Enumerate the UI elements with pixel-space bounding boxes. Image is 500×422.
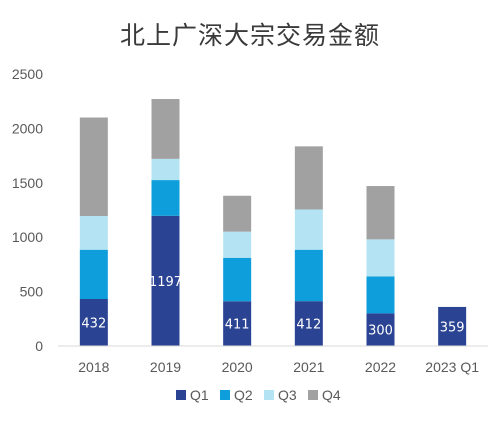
data-label: 432 <box>81 316 106 331</box>
x-tick-label: 2018 <box>78 359 109 375</box>
bar-q4-2020 <box>223 195 252 232</box>
legend-swatch-q2 <box>220 390 230 400</box>
legend-swatch-q4 <box>308 390 318 400</box>
chart-title: 北上广深大宗交易金额 <box>119 21 380 50</box>
y-tick-labels: 0 500 1000 1500 2000 2500 <box>12 66 43 354</box>
bar-q3-2021 <box>294 209 323 250</box>
bar-q2-2019 <box>151 180 180 216</box>
y-tick-label: 1000 <box>12 229 43 245</box>
legend-swatch-q1 <box>176 390 186 400</box>
bar-q2-2021 <box>294 249 323 302</box>
legend: Q1 Q2 Q3 Q4 <box>176 387 341 403</box>
bar-q3-2022 <box>366 239 395 277</box>
bar-q1-2019 <box>151 215 180 346</box>
y-tick-label: 2000 <box>12 120 43 136</box>
x-tick-label: 2021 <box>293 359 324 375</box>
x-tick-label: 2019 <box>150 359 181 375</box>
y-tick-label: 500 <box>20 284 44 300</box>
bar-q1-2021 <box>294 301 323 346</box>
bar-q4-2022 <box>366 186 395 240</box>
data-label: 300 <box>368 324 393 339</box>
legend-swatch-q3 <box>264 390 274 400</box>
bar-q4-2021 <box>294 146 323 210</box>
data-label: 1197 <box>149 275 182 290</box>
x-tick-label: 2020 <box>222 359 253 375</box>
legend-label-q3: Q3 <box>278 387 297 403</box>
bar-q1-2020 <box>223 301 252 346</box>
x-tick-labels: 2018 2019 2020 2021 2022 2023 Q1 <box>78 359 479 375</box>
bars-group <box>79 99 467 346</box>
legend-label-q1: Q1 <box>190 387 209 403</box>
data-labels: 432 1197 411 412 300 359 <box>81 275 464 339</box>
bar-q4-2019 <box>151 99 180 159</box>
bar-q4-2018 <box>79 117 108 216</box>
data-label: 412 <box>296 318 321 333</box>
y-tick-label: 0 <box>35 338 43 354</box>
x-tick-label: 2023 Q1 <box>425 359 479 375</box>
bar-q2-2022 <box>366 276 395 314</box>
y-tick-label: 2500 <box>12 66 43 82</box>
bar-q2-2018 <box>79 249 108 299</box>
bar-q3-2020 <box>223 231 252 258</box>
legend-label-q2: Q2 <box>234 387 253 403</box>
bar-q2-2020 <box>223 257 252 302</box>
legend-label-q4: Q4 <box>322 387 341 403</box>
bar-q3-2019 <box>151 158 180 181</box>
bar-q1-2023-q1 <box>438 306 467 346</box>
bar-q1-2022 <box>366 313 395 346</box>
data-label: 359 <box>440 320 465 335</box>
y-tick-label: 1500 <box>12 175 43 191</box>
data-label: 411 <box>225 318 250 333</box>
bar-q3-2018 <box>79 215 108 250</box>
bar-q1-2018 <box>79 298 108 346</box>
x-tick-label: 2022 <box>365 359 396 375</box>
